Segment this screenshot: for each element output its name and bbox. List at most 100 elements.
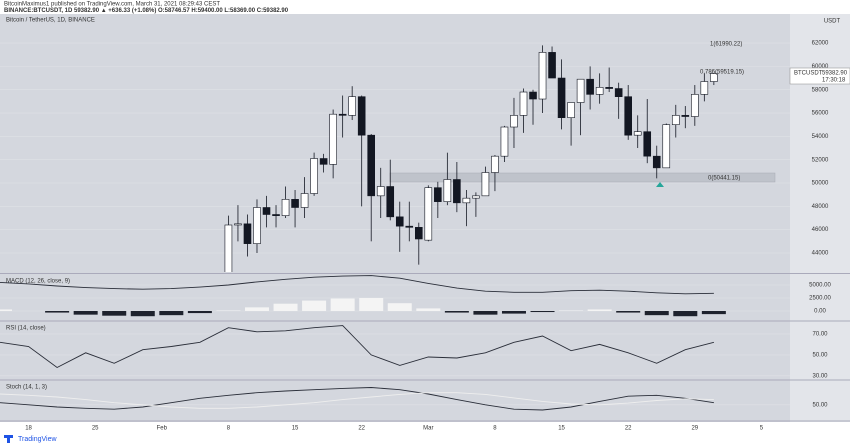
price-tag-value: 59382.90	[822, 71, 848, 77]
histogram-bar	[387, 303, 412, 311]
histogram-bar	[187, 311, 212, 314]
histogram-bar	[644, 311, 669, 316]
candle-body	[253, 207, 261, 244]
candle-body	[262, 207, 271, 215]
candle-body	[481, 172, 490, 197]
candle-body	[519, 91, 528, 116]
candle-body	[443, 179, 452, 202]
histogram-bar	[330, 298, 355, 311]
y-tick-label: 50.00	[812, 352, 828, 358]
candle-body	[357, 96, 366, 136]
indicator-line	[0, 387, 714, 411]
fib-level-label: 0.786(59519.15)	[700, 70, 744, 76]
candle-body	[348, 96, 356, 116]
y-tick-label: 30.00	[812, 373, 828, 379]
histogram-bar	[216, 310, 241, 311]
y-tick-label: 5000.00	[809, 283, 831, 289]
y-tick-label: 56000	[812, 111, 829, 117]
y-tick-label: 2500.00	[809, 296, 831, 302]
x-tick-label: 8	[493, 426, 497, 432]
candle-body	[576, 78, 585, 103]
y-tick-label: 62000	[812, 41, 829, 47]
histogram-bar	[587, 309, 612, 311]
histogram-bar	[416, 308, 441, 311]
x-tick-label: 25	[92, 426, 99, 432]
y-tick-label: 50.00	[812, 402, 828, 408]
candle-body	[224, 224, 233, 272]
indicator-line	[0, 392, 714, 409]
y-tick-label: 46000	[812, 227, 829, 233]
y-tick-label: 54000	[812, 134, 829, 140]
pane-title: Stoch (14, 1, 3)	[6, 385, 47, 391]
header-author: BitcoinMaximus1 published on TradingView…	[4, 2, 220, 8]
candle-body	[434, 187, 442, 202]
candle-body	[605, 87, 613, 89]
candle-body	[338, 113, 347, 116]
candle-body	[662, 124, 671, 169]
histogram-bar	[559, 310, 584, 311]
histogram-bar	[673, 311, 698, 317]
pane-title: MACD (12, 26, close, 9)	[6, 279, 70, 285]
candle-body	[386, 186, 395, 218]
histogram-bar	[0, 309, 12, 311]
indicator-line	[0, 325, 715, 369]
x-tick-label: 22	[358, 426, 365, 432]
candle-body	[595, 87, 604, 95]
candle-body	[491, 155, 499, 173]
x-tick-label: 15	[558, 426, 565, 432]
x-tick-label: 5	[760, 426, 764, 432]
histogram-bar	[73, 311, 98, 315]
histogram-bar	[244, 307, 269, 311]
candle-body	[272, 214, 280, 216]
candle-body	[633, 131, 642, 136]
x-tick-label: 8	[227, 426, 231, 432]
histogram-bar	[273, 303, 298, 311]
candle-body	[624, 96, 632, 136]
candle-body	[243, 223, 252, 244]
candle-body	[510, 115, 518, 128]
candle-body	[453, 179, 461, 204]
histogram-bar	[159, 311, 184, 316]
candle-body	[310, 158, 318, 194]
footer-logo: TradingView	[18, 436, 57, 443]
candle-body	[376, 186, 385, 197]
histogram-bar	[501, 311, 526, 314]
pane	[0, 387, 790, 411]
y-tick-label: 58000	[812, 87, 829, 93]
candle-body	[319, 158, 328, 165]
candle-body	[329, 113, 337, 165]
histogram-bar	[473, 311, 498, 315]
candle-body	[529, 91, 537, 100]
x-tick-label: 15	[292, 426, 299, 432]
histogram-bar	[302, 300, 327, 311]
x-tick-label: 29	[691, 426, 698, 432]
x-tick-label: 18	[25, 426, 32, 432]
candle-body	[367, 134, 376, 197]
pane	[0, 275, 790, 317]
candle-body	[557, 77, 566, 118]
histogram-bar	[130, 311, 155, 317]
candle-body	[567, 102, 575, 118]
pane-title: RSI (14, close)	[6, 326, 46, 332]
candle-body	[614, 88, 623, 97]
x-tick-label: 22	[625, 426, 632, 432]
header-symbol: BINANCE:BTCUSDT, 1D 59382.90 ▲ +636.33 (…	[4, 8, 289, 14]
histogram-bar	[530, 311, 555, 313]
fib-level-label: 0(50441.15)	[708, 176, 740, 182]
candle-body	[281, 199, 290, 216]
candle-body	[291, 199, 299, 208]
candle-body	[548, 52, 556, 79]
candle-body	[710, 73, 718, 82]
histogram-bar	[701, 311, 726, 315]
candle-body	[234, 223, 242, 226]
price-tag-time: 17:30:18	[822, 78, 846, 84]
candle-body	[500, 126, 509, 157]
fib-level-label: 1(61990.22)	[710, 42, 742, 48]
histogram-bar	[359, 297, 384, 311]
x-tick-label: Feb	[157, 426, 168, 432]
y-tick-label: 44000	[812, 251, 829, 257]
signal-arrow	[656, 182, 664, 187]
candle-body	[538, 52, 547, 100]
candle-body	[395, 216, 404, 227]
logo-icon	[4, 435, 13, 443]
